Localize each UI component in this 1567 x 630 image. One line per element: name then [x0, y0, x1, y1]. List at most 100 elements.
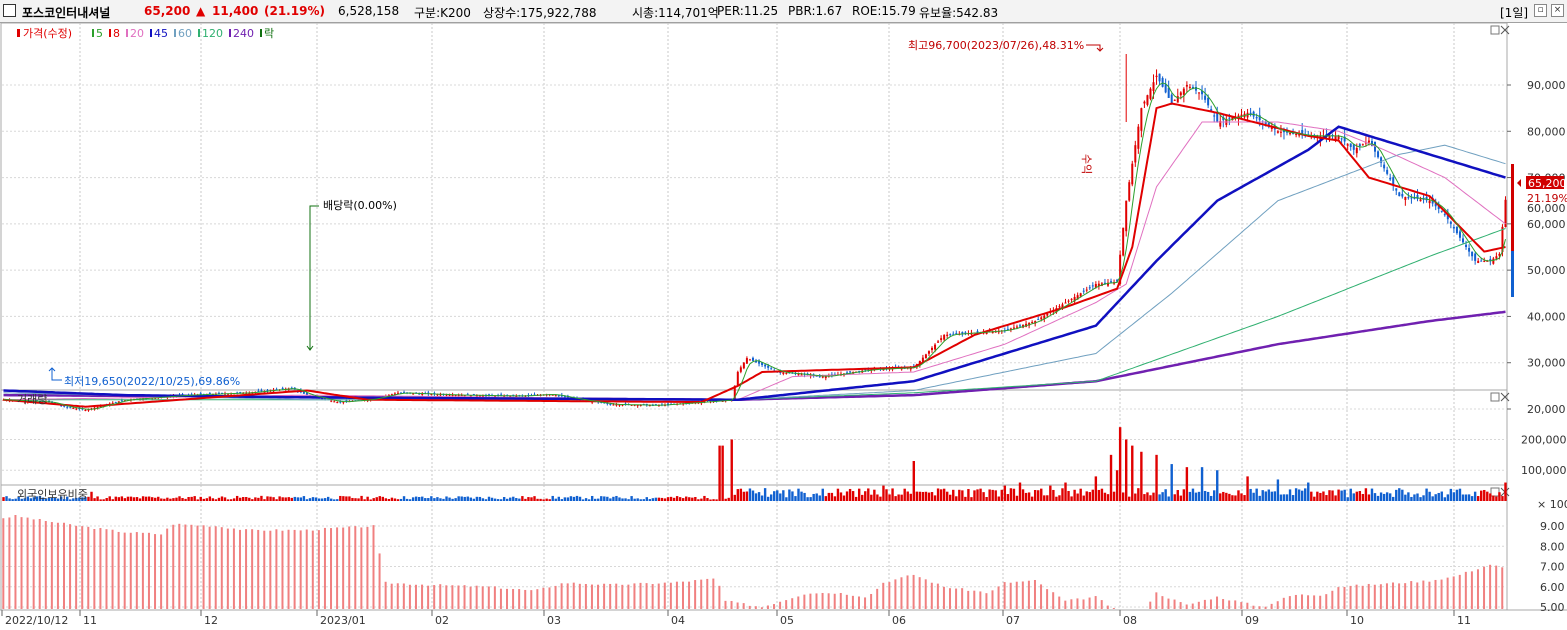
candle-body: [430, 394, 433, 396]
foreign-bar: [1161, 596, 1164, 609]
volume-bar: [861, 494, 864, 501]
up-triangle-icon: ▲: [196, 4, 206, 18]
stock-chart[interactable]: 20,00030,00040,00050,00060,00070,00080,0…: [0, 23, 1567, 630]
volume-bar: [269, 496, 272, 501]
volume-bar: [648, 499, 652, 501]
candle-body: [1079, 293, 1082, 297]
foreign-bar: [870, 593, 873, 609]
close-window-icon[interactable]: ×: [1551, 4, 1564, 17]
volume-bar: [1276, 479, 1280, 501]
volume-bar: [217, 497, 221, 501]
volume-bar: [1061, 488, 1064, 501]
candle-body: [1425, 197, 1428, 201]
candle-body: [321, 398, 324, 400]
volume-bar: [430, 496, 433, 501]
volume-bar: [691, 497, 694, 501]
volume-bar: [466, 496, 469, 501]
volume-bar: [405, 498, 409, 501]
candle-body: [1343, 136, 1346, 142]
volume-bar: [235, 495, 239, 501]
volume-bar: [1049, 485, 1052, 501]
volume-bar: [1176, 490, 1179, 501]
foreign-bar: [815, 593, 818, 609]
volume-bar: [666, 497, 670, 501]
candle-body: [1419, 199, 1422, 202]
foreign-bar: [1501, 567, 1504, 609]
volume-bar: [147, 496, 151, 501]
checkbox-icon[interactable]: [3, 4, 16, 17]
candle-body: [563, 396, 566, 398]
candle-body: [758, 360, 761, 364]
foreign-bar: [736, 602, 739, 609]
foreign-bar: [1373, 584, 1376, 609]
volume-bar: [603, 496, 606, 501]
candle-body: [1437, 206, 1440, 210]
foreign-bar: [700, 579, 703, 609]
volume-bar: [924, 491, 928, 501]
candle-body: [1455, 226, 1458, 234]
volume-bar: [214, 499, 218, 501]
high-arrow-icon: [1086, 44, 1104, 52]
date-tick-label: 12: [204, 614, 218, 627]
candle-body: [239, 392, 242, 394]
foreign-bar: [1422, 580, 1425, 609]
volume-bar: [502, 497, 506, 501]
foreign-bar: [578, 583, 581, 609]
volume-bar: [2, 497, 5, 501]
foreign-bar: [166, 528, 169, 609]
pbr-value: PBR:1.67: [788, 4, 843, 18]
volume-bar: [727, 497, 730, 501]
foreign-bar: [1404, 583, 1407, 609]
volume-bar: [260, 495, 263, 501]
volume-bar: [800, 491, 803, 501]
candle-body: [1034, 321, 1037, 324]
volume-bar: [1343, 489, 1346, 501]
volume-bar: [336, 499, 339, 501]
volume-bar: [69, 499, 72, 501]
low-arrow-icon: [48, 367, 62, 381]
volume-bar: [812, 493, 815, 501]
volume-bar: [1255, 488, 1258, 501]
volume-bar: [773, 491, 776, 501]
volume-bar: [818, 495, 821, 501]
candle-body: [927, 351, 930, 354]
volume-bar: [1137, 488, 1140, 501]
foreign-bar: [1270, 603, 1273, 609]
foreign-bar: [81, 526, 84, 609]
foreign-bar: [924, 579, 927, 609]
candle-body: [1143, 101, 1146, 104]
foreign-bar: [14, 514, 17, 609]
volume-panel-max-icon: [1490, 392, 1500, 402]
candle-body: [275, 389, 278, 391]
candle-body: [500, 394, 503, 396]
period-selector[interactable]: [1일]: [1500, 6, 1529, 20]
foreign-bar: [688, 581, 691, 609]
foreign-bar: [663, 582, 666, 609]
foreign-bar: [809, 593, 812, 609]
volume-bar: [99, 499, 102, 501]
volume-bar: [1258, 495, 1261, 501]
foreign-bar: [845, 594, 848, 609]
candle-body: [1176, 96, 1179, 103]
candle-body: [1452, 226, 1455, 229]
foreign-bar: [433, 585, 436, 609]
candle-body: [1213, 115, 1216, 117]
volume-bar: [1216, 470, 1219, 501]
foreign-bar: [955, 588, 958, 609]
volume-bar: [700, 498, 703, 501]
volume-value: 6,528,158: [338, 4, 400, 18]
foreign-bar: [147, 532, 150, 609]
candle-body: [785, 372, 788, 374]
restore-window-icon[interactable]: ▫: [1534, 4, 1547, 17]
volume-bar: [84, 497, 87, 501]
volume-bar: [958, 489, 961, 501]
foreign-bar: [1464, 571, 1467, 609]
foreign-bar: [1228, 600, 1231, 609]
foreign-bar: [694, 580, 697, 609]
volume-bar: [1504, 482, 1507, 501]
foreign-bar: [99, 528, 102, 609]
candle-body: [1416, 195, 1419, 199]
foreign-bar: [754, 606, 757, 609]
volume-bar: [1219, 493, 1222, 501]
volume-bar: [988, 489, 991, 501]
